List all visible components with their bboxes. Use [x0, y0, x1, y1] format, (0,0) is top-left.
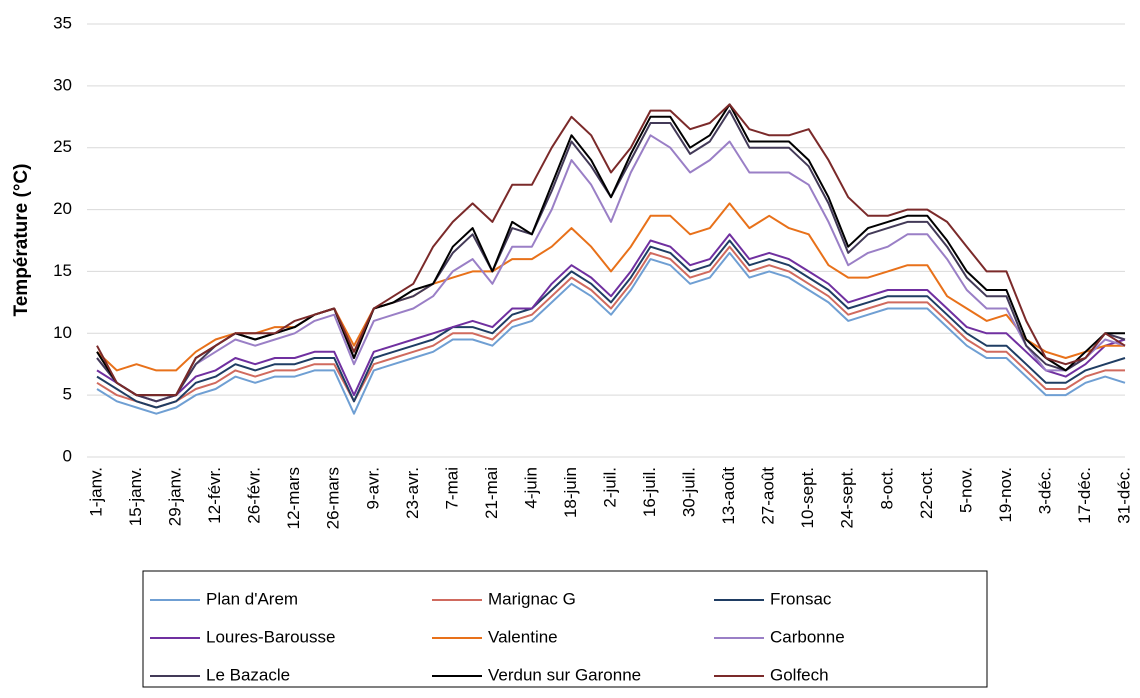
- y-tick-label: 10: [53, 323, 72, 342]
- x-tick-label: 26-mars: [324, 467, 343, 529]
- x-tick-label: 31-déc.: [1114, 467, 1133, 524]
- y-tick-label: 25: [53, 137, 72, 156]
- y-tick-label: 5: [63, 385, 72, 404]
- x-tick-label: 2-juil.: [600, 467, 619, 508]
- x-tick-label: 19-nov.: [996, 467, 1015, 522]
- series-line: [96, 103, 1125, 397]
- x-tick-label: 30-juil.: [680, 467, 699, 517]
- legend-box: [142, 570, 988, 688]
- series-line: [96, 251, 1126, 415]
- x-tick-label: 12-févr.: [205, 467, 224, 524]
- legend-label: Le Bazacle: [206, 665, 290, 684]
- series-line: [96, 239, 1126, 409]
- legend-label: Plan d'Arem: [206, 589, 298, 608]
- legend-label: Verdun sur Garonne: [488, 665, 641, 684]
- x-tick-label: 17-déc.: [1075, 467, 1094, 524]
- x-tick-label: 12-mars: [284, 467, 303, 529]
- x-tick-label: 29-janv.: [166, 467, 185, 526]
- y-axis-title: Température (°C): [11, 164, 32, 317]
- x-tick-label: 26-févr.: [245, 467, 264, 524]
- x-tick-label: 21-mai: [482, 467, 501, 519]
- x-tick-label: 9-avr.: [363, 467, 382, 510]
- series-line: [96, 202, 1125, 372]
- legend-label: Marignac G: [488, 589, 576, 608]
- y-tick-label: 30: [53, 75, 72, 94]
- x-tick-label: 8-oct.: [877, 467, 896, 510]
- legend-label: Carbonne: [770, 627, 845, 646]
- x-tick-label: 5-nov.: [956, 467, 975, 513]
- x-tick-label: 18-juin: [561, 467, 580, 518]
- series-line: [96, 109, 1126, 403]
- y-tick-label: 35: [53, 13, 72, 32]
- x-tick-label: 1-janv.: [86, 467, 105, 517]
- series-line: [96, 103, 1126, 397]
- legend-label: Golfech: [770, 665, 829, 684]
- x-tick-label: 3-déc.: [1035, 467, 1054, 514]
- series-line: [96, 134, 1126, 403]
- legend-label: Valentine: [488, 627, 558, 646]
- y-tick-label: 20: [53, 199, 72, 218]
- x-tick-label: 4-juin: [521, 467, 540, 509]
- x-tick-label: 15-janv.: [126, 467, 145, 526]
- x-tick-label: 27-août: [759, 467, 778, 525]
- series-line: [96, 245, 1125, 409]
- x-tick-label: 16-juil.: [640, 467, 659, 517]
- x-tick-label: 23-avr.: [403, 467, 422, 519]
- legend-label: Fronsac: [770, 589, 832, 608]
- x-tick-label: 13-août: [719, 467, 738, 525]
- x-tick-label: 22-oct.: [917, 467, 936, 519]
- series-line: [96, 233, 1126, 403]
- x-tick-label: 10-sept.: [798, 467, 817, 528]
- legend-label: Loures-Barousse: [206, 627, 335, 646]
- x-tick-label: 24-sept.: [838, 467, 857, 528]
- x-tick-label: 7-mai: [442, 467, 461, 510]
- y-tick-label: 0: [63, 446, 72, 465]
- y-tick-label: 15: [53, 261, 72, 280]
